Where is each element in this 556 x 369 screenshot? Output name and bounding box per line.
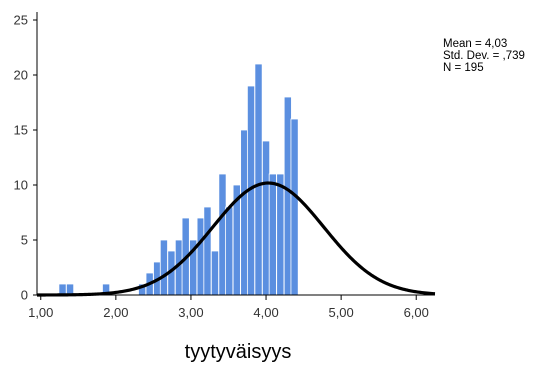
axes [36, 12, 435, 296]
histogram-bar [210, 250, 220, 296]
stat-std-dev: Std. Dev. = ,739 [443, 50, 525, 62]
y-tick-label: 5 [21, 233, 28, 248]
x-tick-label: 4,00 [253, 305, 278, 320]
x-tick-label: 1,00 [28, 305, 53, 320]
x-axis-label: tyytyväisyys [184, 341, 292, 363]
histogram-bar [268, 173, 277, 296]
x-tick-label: 6,00 [404, 305, 429, 320]
x-tick-label: 5,00 [328, 305, 353, 320]
histogram-bar [203, 206, 212, 296]
histogram-bar [262, 140, 271, 296]
histogram-bar [218, 173, 227, 296]
y-axis-ticks: 0 5 10 15 20 25 [14, 13, 37, 303]
x-tick-label: 3,00 [178, 305, 203, 320]
histogram-bar [254, 63, 263, 296]
histogram-bar [225, 206, 234, 296]
y-tick-label: 0 [21, 288, 28, 303]
x-axis-ticks: 1,00 2,00 3,00 4,00 5,00 6,00 [28, 295, 429, 320]
histogram-bar [240, 129, 249, 296]
histogram-bar [290, 118, 299, 296]
y-tick-label: 20 [14, 68, 28, 83]
y-tick-label: 25 [14, 13, 28, 28]
y-tick-label: 15 [14, 123, 28, 138]
histogram-bar [196, 217, 205, 296]
x-tick-label: 2,00 [103, 305, 128, 320]
histogram-bar [159, 239, 168, 296]
histogram-bars [58, 63, 299, 296]
histogram-bar [283, 96, 292, 296]
stat-mean: Mean = 4,03 [443, 38, 508, 50]
normal-curve [37, 181, 436, 297]
stat-n: N = 195 [443, 62, 484, 74]
histogram-bar [276, 173, 285, 296]
statistics-legend: Mean = 4,03 Std. Dev. = ,739 N = 195 [443, 38, 525, 74]
y-tick-label: 10 [14, 178, 28, 193]
